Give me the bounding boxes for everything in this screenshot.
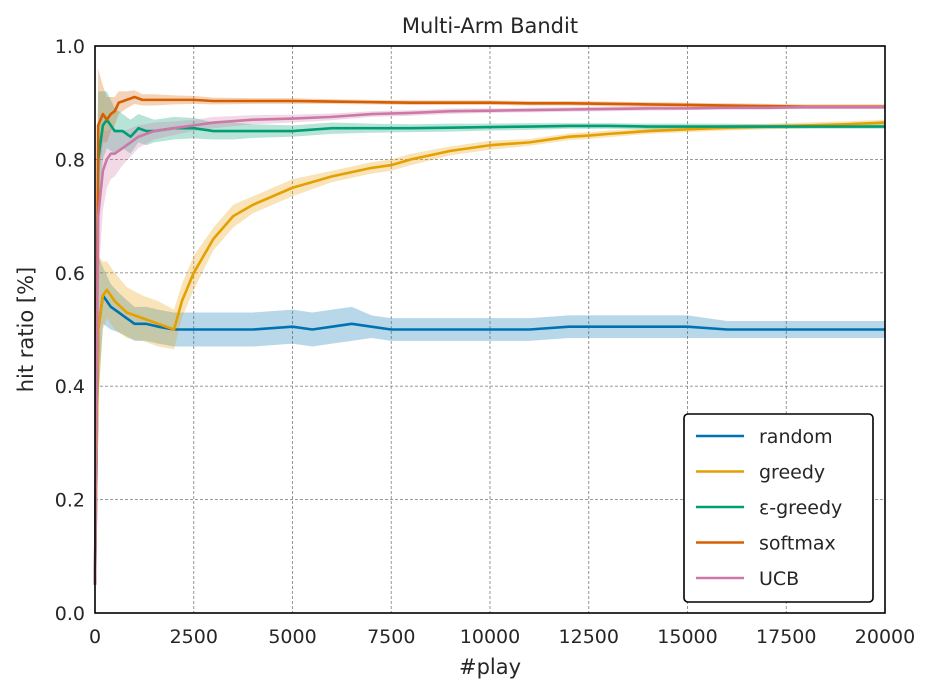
legend-label: ε-greedy (759, 497, 842, 519)
chart-title: Multi-Arm Bandit (402, 14, 578, 38)
y-axis-ticks: 0.0 0.2 0.4 0.6 0.8 1.0 (55, 36, 85, 625)
legend: random greedy ε-greedy softmax UCB (683, 413, 874, 603)
confidence-band (95, 255, 885, 614)
x-axis-label: #play (459, 655, 521, 679)
legend-items: random greedy ε-greedy softmax UCB (696, 426, 842, 590)
y-tick-label: 0.6 (55, 263, 85, 285)
x-tick-label: 2500 (170, 626, 218, 648)
x-tick-label: 10000 (460, 626, 520, 648)
y-tick-label: 0.2 (55, 490, 85, 512)
series-line (93, 118, 885, 585)
x-axis-ticks: 0 2500 5000 7500 10000 12500 15000 17500 20000 (89, 626, 915, 648)
x-tick-label: 20000 (855, 626, 915, 648)
x-tick-label: 17500 (756, 626, 816, 648)
legend-label: UCB (759, 568, 799, 590)
y-tick-label: 0.4 (55, 376, 85, 398)
x-tick-label: 5000 (268, 626, 316, 648)
series-line (93, 95, 885, 585)
legend-box (683, 413, 874, 603)
y-axis-label: hit ratio [%] (14, 267, 38, 393)
legend-label: greedy (759, 462, 825, 484)
series-line (93, 105, 885, 585)
x-tick-label: 0 (89, 626, 101, 648)
series-line (93, 294, 885, 585)
x-tick-label: 7500 (367, 626, 415, 648)
plot-frame (94, 45, 886, 614)
series-line (93, 121, 886, 585)
legend-label: softmax (759, 533, 836, 555)
y-tick-label: 0.0 (55, 603, 85, 625)
legend-label: random (759, 426, 833, 448)
confidence-bands (95, 68, 885, 614)
y-tick-label: 0.8 (55, 149, 85, 171)
x-tick-label: 15000 (657, 626, 717, 648)
series-lines (93, 95, 886, 585)
y-tick-label: 1.0 (55, 36, 85, 58)
x-tick-label: 12500 (559, 626, 619, 648)
